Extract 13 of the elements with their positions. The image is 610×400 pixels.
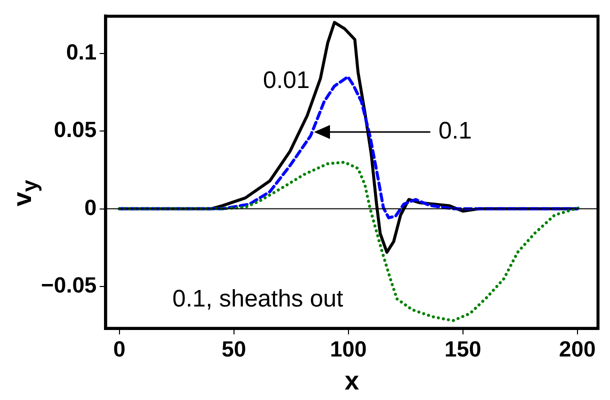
annotation: 0.1 <box>438 117 472 144</box>
y-tick-label: 0.1 <box>66 40 97 65</box>
x-tick-label: 0 <box>113 336 126 362</box>
annotation: 0.01 <box>262 67 310 94</box>
annotation: 0.1, sheaths out <box>172 285 344 312</box>
x-axis-title: x <box>344 366 360 396</box>
x-tick-label: 50 <box>222 336 246 362</box>
x-tick-label: 150 <box>444 336 482 362</box>
x-tick-label: 200 <box>559 336 596 362</box>
y-tick-label: 0.05 <box>54 117 97 142</box>
y-tick-label: 0 <box>84 194 97 220</box>
y-tick-label: −0.05 <box>40 272 97 298</box>
x-tick-label: 100 <box>330 336 367 362</box>
